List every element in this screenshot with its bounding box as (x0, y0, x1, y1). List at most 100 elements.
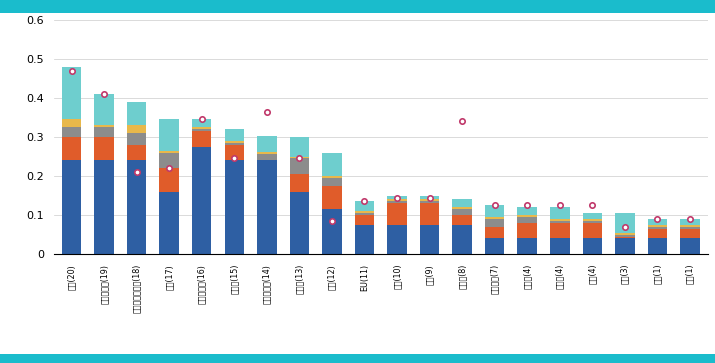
Point (391, 195, 403, 200)
Point (66, 68, 77, 74)
Bar (61, 67, 82, 119)
Bar (355, 225, 374, 254)
Bar (159, 151, 179, 152)
Bar (257, 152, 277, 154)
Bar (648, 225, 667, 227)
Bar (583, 223, 602, 238)
Bar (225, 141, 244, 143)
Point (131, 169, 142, 175)
Bar (355, 213, 374, 215)
Bar (61, 119, 82, 127)
Bar (615, 233, 635, 234)
Bar (159, 192, 179, 254)
Bar (420, 203, 439, 225)
Point (326, 218, 337, 224)
Bar (485, 217, 504, 219)
Bar (290, 192, 309, 254)
Bar (127, 125, 147, 133)
Bar (485, 219, 504, 227)
Bar (225, 145, 244, 160)
Bar (583, 219, 602, 221)
Bar (192, 131, 212, 147)
Bar (518, 238, 537, 254)
Bar (680, 229, 700, 238)
Bar (192, 147, 212, 254)
Bar (127, 102, 147, 125)
Bar (453, 215, 472, 225)
Bar (518, 215, 537, 217)
Bar (550, 207, 570, 219)
Bar (518, 223, 537, 238)
Bar (420, 196, 439, 200)
Bar (485, 205, 504, 217)
Point (586, 203, 598, 208)
Point (261, 109, 272, 115)
Bar (615, 234, 635, 237)
Bar (94, 160, 114, 254)
Bar (453, 209, 472, 215)
Bar (518, 207, 537, 215)
Bar (485, 238, 504, 254)
Bar (615, 237, 635, 238)
Point (651, 216, 663, 222)
Point (196, 117, 207, 122)
Bar (61, 137, 82, 160)
Bar (94, 94, 114, 125)
Point (521, 203, 533, 208)
Bar (127, 133, 147, 145)
Bar (550, 238, 570, 254)
Bar (61, 127, 82, 137)
Bar (583, 238, 602, 254)
Bar (550, 223, 570, 238)
Bar (127, 160, 147, 254)
Bar (94, 125, 114, 127)
Bar (388, 203, 407, 225)
Bar (355, 211, 374, 213)
Bar (583, 213, 602, 219)
Bar (453, 207, 472, 209)
Bar (290, 137, 309, 156)
Bar (192, 119, 212, 127)
Bar (225, 160, 244, 254)
Point (456, 118, 468, 124)
Bar (420, 201, 439, 203)
Bar (388, 225, 407, 254)
Bar (225, 129, 244, 141)
Bar (388, 200, 407, 201)
Bar (648, 229, 667, 238)
Bar (192, 127, 212, 129)
Point (359, 199, 370, 204)
Bar (290, 156, 309, 159)
Bar (290, 174, 309, 192)
Bar (680, 225, 700, 227)
Bar (159, 168, 179, 192)
Bar (257, 136, 277, 152)
Bar (355, 215, 374, 225)
Bar (192, 129, 212, 131)
Bar (680, 219, 700, 225)
Bar (159, 119, 179, 151)
Bar (453, 200, 472, 207)
Point (424, 195, 435, 200)
Bar (225, 143, 244, 145)
Bar (615, 238, 635, 254)
Bar (322, 176, 342, 178)
Bar (388, 196, 407, 200)
Point (554, 203, 566, 208)
Bar (322, 178, 342, 186)
Bar (290, 159, 309, 174)
Point (294, 156, 305, 162)
Point (229, 156, 240, 162)
Bar (648, 219, 667, 225)
Bar (257, 154, 277, 160)
Bar (485, 227, 504, 238)
Bar (94, 137, 114, 160)
Bar (61, 160, 82, 254)
Bar (322, 186, 342, 209)
Point (619, 224, 631, 230)
Bar (322, 152, 342, 176)
Bar (453, 225, 472, 254)
Bar (420, 225, 439, 254)
Bar (550, 221, 570, 223)
Bar (583, 221, 602, 223)
